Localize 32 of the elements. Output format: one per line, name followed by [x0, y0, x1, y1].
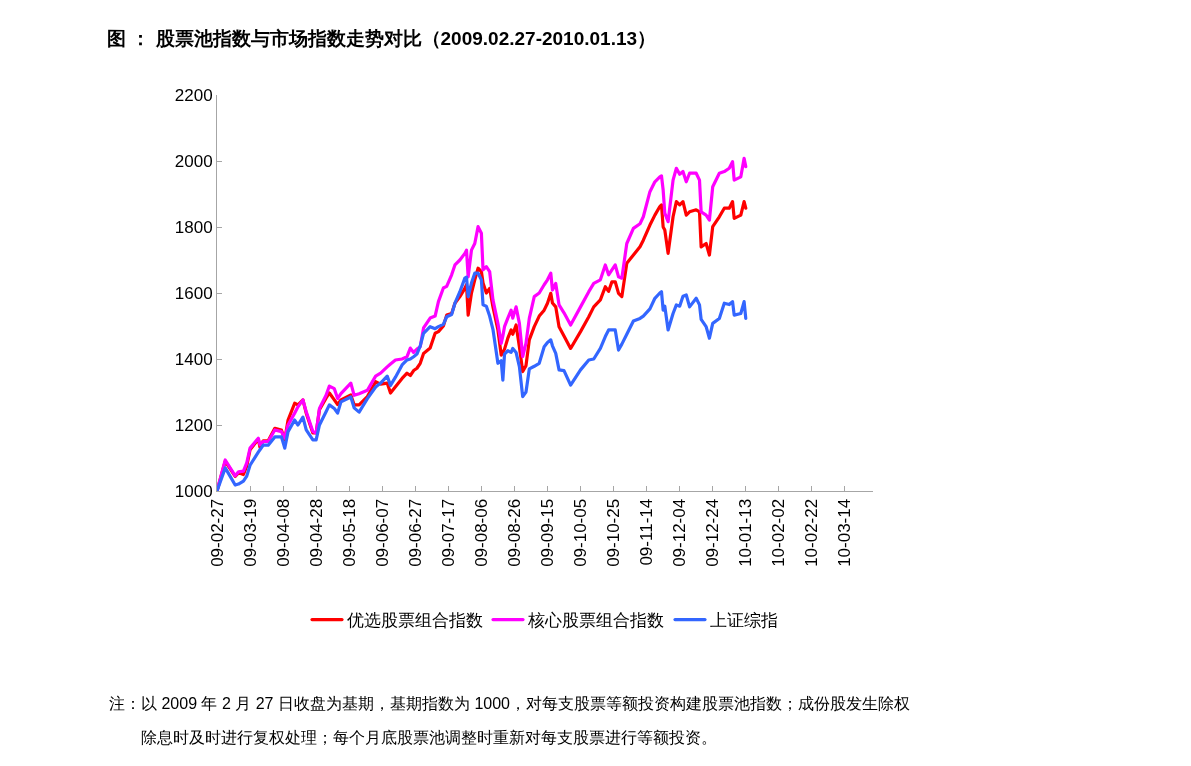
- x-tick-label: 09-06-27: [405, 498, 425, 567]
- y-tick-label: 2000: [174, 151, 213, 171]
- x-tick-label: 09-05-18: [339, 498, 359, 567]
- line-series: [217, 271, 748, 491]
- x-tick-label: 09-03-19: [240, 498, 260, 567]
- x-tick-label: 09-08-06: [471, 498, 491, 567]
- x-tick-label: 09-08-26: [504, 498, 524, 567]
- chart-title: 图 ： 股票池指数与市场指数走势对比（2009.02.27-2010.01.13）: [107, 27, 657, 49]
- x-tick-label: 10-02-02: [769, 498, 789, 567]
- x-tick-label: 09-12-24: [703, 498, 723, 567]
- x-tick-label: 09-04-08: [273, 498, 293, 567]
- x-tick-label: 09-07-17: [438, 498, 458, 567]
- x-tick-label: 09-04-28: [306, 498, 326, 567]
- x-tick-label: 09-06-07: [372, 498, 392, 567]
- y-tick-label: 1200: [174, 415, 213, 435]
- x-tick-label: 09-11-14: [637, 498, 657, 566]
- y-tick-label: 1800: [174, 217, 213, 237]
- y-tick-label: 2200: [174, 85, 213, 105]
- x-tick-label: 10-02-22: [802, 498, 822, 567]
- y-tick-label: 1600: [174, 283, 213, 303]
- legend-label: 优选股票组合指数: [347, 611, 483, 631]
- x-tick-label: 09-10-05: [571, 498, 591, 567]
- x-tick-label: 09-12-04: [670, 498, 690, 567]
- x-tick-label: 09-02-27: [207, 498, 227, 567]
- x-tick-label: 10-01-13: [736, 498, 756, 567]
- legend-label: 上证综指: [710, 611, 778, 631]
- legend-label: 核心股票组合指数: [527, 611, 664, 631]
- text: 注：以 2009 年 2 月 27 日收盘为基期，基期指数为 1000，对每支股票等额投资构建股票池指数；成份股发生除权除息时及时进行复权处理；每个月底股票池调整时重新对每支股票进行等额投资。: [109, 695, 910, 746]
- x-tick-label: 09-10-25: [604, 498, 624, 567]
- x-tick-label: 09-09-15: [538, 498, 558, 567]
- x-tick-label: 10-03-14: [835, 498, 855, 567]
- y-tick-label: 1400: [174, 349, 213, 369]
